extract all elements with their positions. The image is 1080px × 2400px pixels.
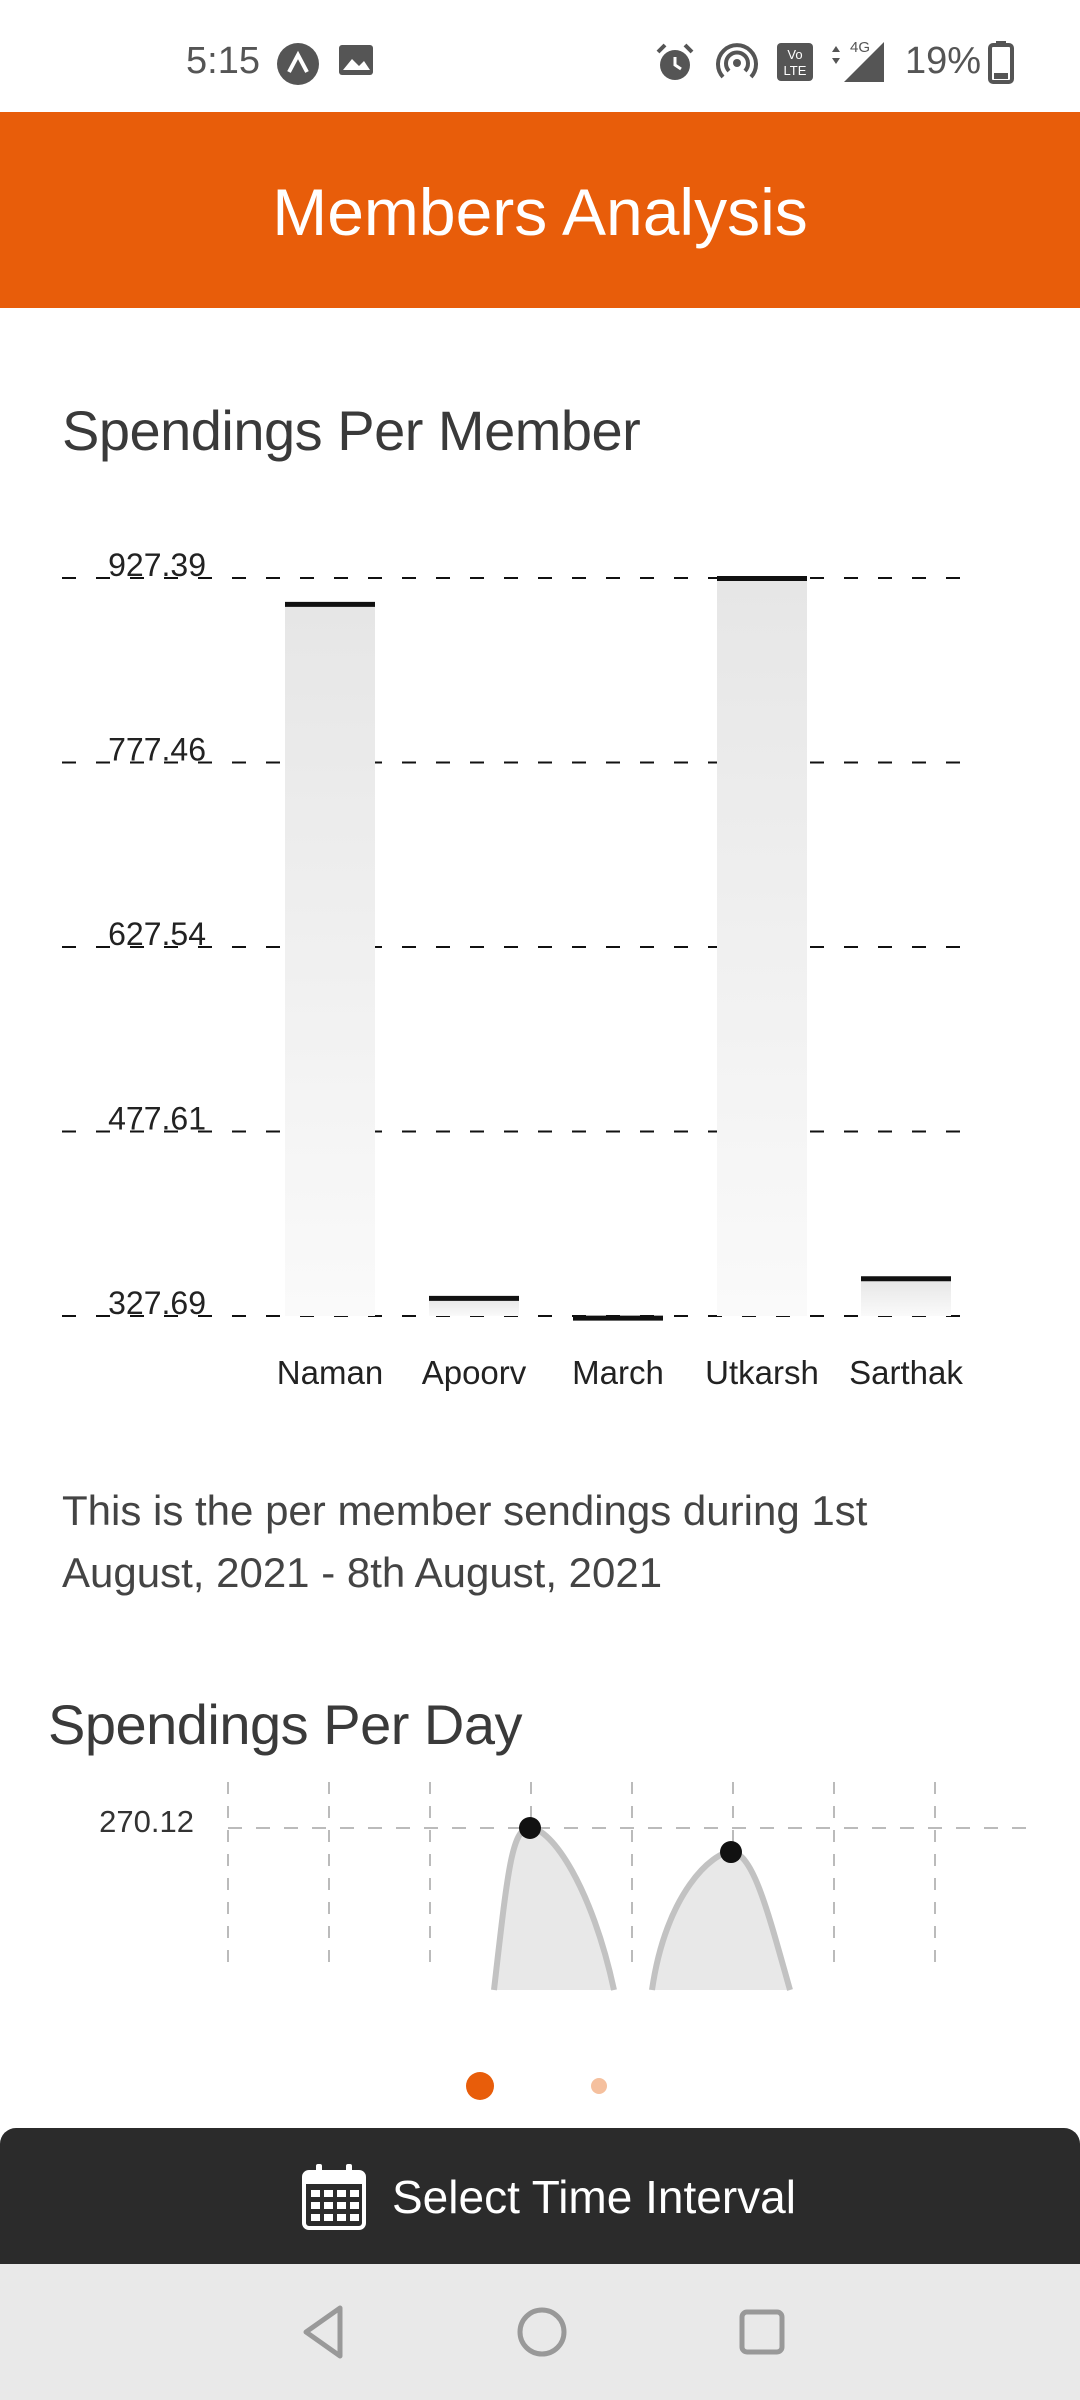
signal-4g-icon: 4G bbox=[832, 39, 884, 82]
bar bbox=[285, 604, 375, 1316]
svg-text:LTE: LTE bbox=[784, 63, 807, 78]
y-tick-label: 270.12 bbox=[99, 1804, 194, 1839]
chart-description: This is the per member sendings during 1… bbox=[62, 1487, 868, 1596]
battery-percent: 19% bbox=[905, 40, 982, 82]
page-title: Members Analysis bbox=[272, 175, 808, 249]
data-point bbox=[720, 1841, 742, 1864]
section-title-day: Spendings Per Day bbox=[48, 1693, 523, 1756]
status-time: 5:15 bbox=[186, 40, 260, 82]
y-tick-label: 627.54 bbox=[108, 916, 206, 952]
page-indicator-active[interactable] bbox=[466, 2072, 494, 2100]
bar bbox=[717, 578, 807, 1316]
section-title-member: Spendings Per Member bbox=[62, 399, 641, 462]
image-icon bbox=[339, 45, 373, 75]
app-icon bbox=[277, 43, 319, 85]
bar bbox=[429, 1298, 519, 1316]
day-area-chart: 270.12 bbox=[99, 1782, 1035, 1991]
home-icon[interactable] bbox=[510, 2300, 574, 2364]
x-tick-label: March bbox=[572, 1354, 664, 1391]
alarm-icon bbox=[656, 43, 694, 80]
y-tick-label: 927.39 bbox=[108, 547, 206, 583]
status-bar: 5:15 Vo LTE 4G 19% bbox=[0, 0, 1080, 112]
member-bar-chart: 927.39 777.46 627.54 477.61 327.69 Naman Apoor… bbox=[62, 547, 965, 1391]
area-fill bbox=[494, 1828, 614, 1990]
svg-text:Vo: Vo bbox=[787, 47, 802, 62]
back-icon[interactable] bbox=[296, 2300, 352, 2364]
bar bbox=[861, 1278, 951, 1316]
svg-text:4G: 4G bbox=[850, 39, 870, 56]
system-nav-bar bbox=[0, 2264, 1080, 2400]
battery-icon bbox=[988, 41, 1014, 84]
x-tick-label: Sarthak bbox=[849, 1354, 963, 1391]
x-tick-label: Utkarsh bbox=[705, 1354, 819, 1391]
y-tick-label: 777.46 bbox=[108, 732, 206, 768]
x-tick-label: Apoorv bbox=[422, 1354, 527, 1391]
page-indicator-inactive[interactable] bbox=[591, 2078, 607, 2094]
select-time-interval-label: Select Time Interval bbox=[392, 2171, 796, 2223]
calendar-icon bbox=[302, 2164, 366, 2230]
select-time-interval-button[interactable]: Select Time Interval bbox=[0, 2128, 1080, 2264]
y-tick-label: 477.61 bbox=[108, 1101, 206, 1137]
volte-icon: Vo LTE bbox=[777, 43, 813, 81]
data-point bbox=[519, 1817, 541, 1839]
recents-icon[interactable] bbox=[730, 2300, 794, 2364]
y-tick-label: 327.69 bbox=[108, 1285, 206, 1321]
app-bar: Members Analysis bbox=[0, 112, 1080, 308]
hotspot-icon bbox=[716, 43, 758, 79]
x-tick-label: Naman bbox=[277, 1354, 383, 1391]
